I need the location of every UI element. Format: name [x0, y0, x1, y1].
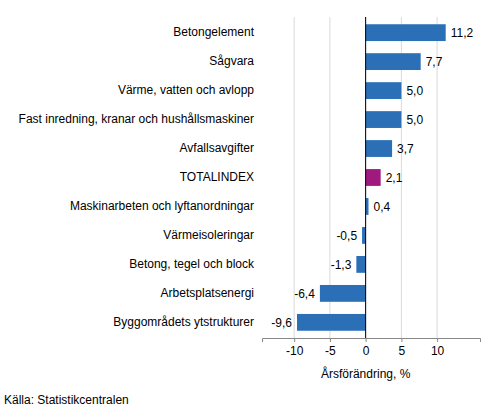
y-axis: Betongelement Sågvara Värme, vatten och av… [19, 25, 262, 329]
x-tick-mark [366, 338, 367, 342]
bar [362, 227, 366, 244]
data-label: -6,4 [294, 287, 315, 301]
x-tick-label: 5 [399, 344, 406, 358]
y-tick: TOTALINDEX [180, 170, 262, 184]
data-label: 11,2 [451, 26, 474, 40]
bar [366, 24, 446, 41]
x-tick: -10 [286, 338, 304, 358]
grid-line [365, 17, 366, 338]
zero-line [365, 17, 366, 338]
x-axis: -10 -5 0 5 10 [263, 338, 481, 358]
x-tick-label: 0 [363, 344, 370, 358]
x-tick-mark [401, 338, 402, 342]
y-tick: Byggområdets ytstrukturer [113, 315, 262, 329]
x-tick-label: -5 [325, 344, 336, 358]
y-tick: Arbetsplatsenergi [161, 286, 262, 300]
y-tick-label: Värme, vatten och avlopp [118, 83, 254, 97]
data-label: -1,3 [331, 258, 352, 272]
bar [366, 53, 421, 70]
y-tick-label: Betong, tegel och block [129, 257, 255, 271]
x-tick-label: -10 [286, 344, 304, 358]
y-tick: Betongelement [173, 25, 262, 39]
x-tick-mark [294, 338, 295, 342]
y-tick-label: Fast inredning, kranar och hushållsmaski… [19, 112, 254, 126]
data-label: -0,5 [336, 229, 357, 243]
grid [294, 17, 437, 338]
x-tick-label: 10 [431, 344, 445, 358]
y-tick: Sågvara [209, 54, 262, 68]
data-label: 2,1 [386, 171, 403, 185]
source-note: Källa: Statistikcentralen [4, 393, 129, 407]
y-tick: Betong, tegel och block [129, 257, 262, 271]
y-tick-label: Avfallsavgifter [180, 141, 254, 155]
data-labels: 11,2 7,7 5,0 5,0 3,7 2,1 0,4 -0,5 -1,3 -6,4 -9,6 [271, 26, 473, 330]
data-label: 0,4 [373, 200, 390, 214]
x-tick-mark [330, 338, 331, 342]
bar [366, 169, 381, 186]
bar [366, 82, 402, 99]
y-tick: Maskinarbeten och lyftanordningar [70, 199, 262, 213]
x-tick: 0 [363, 338, 370, 358]
plot: -10 -5 0 5 10 Betongelement Sågvara Värme, vatt… [19, 17, 481, 358]
x-tick: 5 [399, 338, 406, 358]
x-axis-line [263, 339, 481, 343]
y-tick-label: Byggområdets ytstrukturer [113, 315, 254, 329]
data-label: 5,0 [406, 113, 423, 127]
y-tick: Avfallsavgifter [180, 141, 262, 155]
y-tick-label: Arbetsplatsenergi [161, 286, 254, 300]
x-axis-title: Årsförändring, % [321, 366, 411, 381]
x-tick-mark [437, 338, 438, 342]
chart: -10 -5 0 5 10 Betongelement Sågvara Värme, vatt… [0, 0, 493, 416]
x-tick: -5 [325, 338, 336, 358]
y-tick-label: Betongelement [173, 25, 254, 39]
bar [320, 285, 366, 302]
bars [297, 24, 446, 331]
bar [366, 140, 392, 157]
y-tick: Värmeisoleringar [163, 228, 262, 242]
y-tick-label: Värmeisoleringar [163, 228, 254, 242]
data-label: -9,6 [271, 316, 292, 330]
y-tick: Fast inredning, kranar och hushållsmaski… [19, 112, 262, 126]
data-label: 3,7 [397, 142, 414, 156]
bar [297, 314, 366, 331]
y-tick-label: Sågvara [209, 54, 254, 68]
bar [356, 256, 365, 273]
x-tick: 10 [431, 338, 445, 358]
y-tick: Värme, vatten och avlopp [118, 83, 262, 97]
bar [366, 111, 402, 128]
y-tick-label: Maskinarbeten och lyftanordningar [70, 199, 254, 213]
data-label: 5,0 [406, 84, 423, 98]
y-tick-label: TOTALINDEX [180, 170, 254, 184]
data-label: 7,7 [426, 55, 443, 69]
